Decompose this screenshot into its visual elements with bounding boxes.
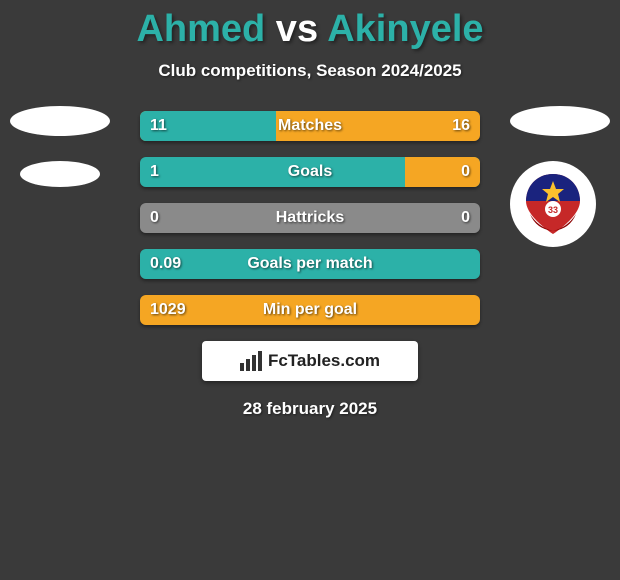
title-vs: vs: [265, 8, 327, 50]
stat-row: 0Hattricks0: [140, 203, 480, 233]
footer-date: 28 february 2025: [0, 399, 620, 419]
stat-label: Hattricks: [140, 203, 480, 233]
stat-label: Matches: [140, 111, 480, 141]
title-player2: Akinyele: [327, 8, 483, 50]
stat-row: 11Matches16: [140, 111, 480, 141]
bar-chart-icon: [240, 351, 262, 371]
stat-label: Goals per match: [140, 249, 480, 279]
comparison-bars: 11Matches161Goals00Hattricks00.09Goals p…: [140, 111, 480, 325]
stat-label: Goals: [140, 157, 480, 187]
svg-text:33: 33: [548, 205, 558, 215]
stat-row: 1029Min per goal: [140, 295, 480, 325]
stat-value-p2: 0: [461, 157, 470, 187]
team-badge-placeholder: [20, 161, 100, 187]
stat-label: Min per goal: [140, 295, 480, 325]
right-team-badges: 33: [510, 106, 610, 247]
stat-value-p2: 16: [452, 111, 470, 141]
remo-stars-badge: 33: [510, 161, 596, 247]
branding-badge: FcTables.com: [202, 341, 418, 381]
title-player1: Ahmed: [136, 8, 265, 50]
team-badge-placeholder: [510, 106, 610, 136]
page-title: Ahmed vs Akinyele: [0, 0, 620, 51]
club-crest-icon: 33: [518, 169, 588, 239]
stat-row: 1Goals0: [140, 157, 480, 187]
left-team-badges: [10, 106, 110, 212]
stats-area: 33 11Matches161Goals00Hattricks00.09Goal…: [0, 111, 620, 325]
team-badge-placeholder: [10, 106, 110, 136]
stat-row: 0.09Goals per match: [140, 249, 480, 279]
subtitle: Club competitions, Season 2024/2025: [0, 61, 620, 81]
branding-text: FcTables.com: [268, 351, 380, 371]
stat-value-p2: 0: [461, 203, 470, 233]
